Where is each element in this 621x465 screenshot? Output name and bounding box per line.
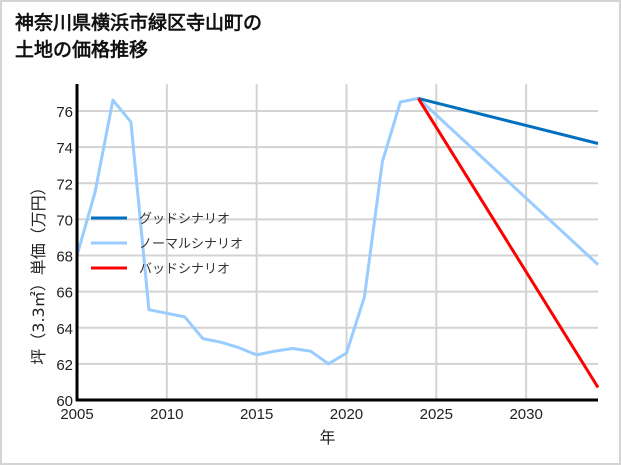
y-tick-label: 76 (56, 104, 73, 121)
y-tick-label: 72 (56, 176, 73, 193)
legend-label: グッドシナリオ (139, 212, 230, 227)
y-tick-label: 68 (56, 249, 73, 266)
x-tick-label: 2010 (150, 406, 183, 423)
y-tick-label: 64 (56, 321, 73, 338)
y-axis-label: 坪（3.3㎡）単価（万円） (29, 179, 48, 364)
title-line-2: 土地の価格推移 (15, 39, 149, 61)
y-tick-label: 60 (56, 393, 73, 410)
x-tick-label: 2030 (509, 406, 542, 423)
x-tick-label: 2025 (420, 406, 453, 423)
legend-label: バッドシナリオ (139, 262, 230, 277)
chart-title: 神奈川県横浜市緑区寺山町の 土地の価格推移 (15, 10, 262, 64)
y-tick-label: 62 (56, 357, 73, 374)
x-tick-label: 2005 (60, 406, 93, 423)
x-tick-label: 2020 (330, 406, 363, 423)
x-axis-label: 年 (319, 428, 335, 447)
y-tick-label: 66 (56, 285, 73, 302)
series-line (417, 96, 599, 145)
title-line-1: 神奈川県横浜市緑区寺山町の (15, 12, 263, 34)
y-tick-label: 74 (56, 140, 73, 157)
y-tick-label: 70 (56, 212, 73, 229)
legend-label: ノーマルシナリオ (139, 237, 243, 252)
series-line (75, 96, 600, 366)
x-tick-label: 2015 (240, 406, 273, 423)
series-line (417, 97, 600, 389)
